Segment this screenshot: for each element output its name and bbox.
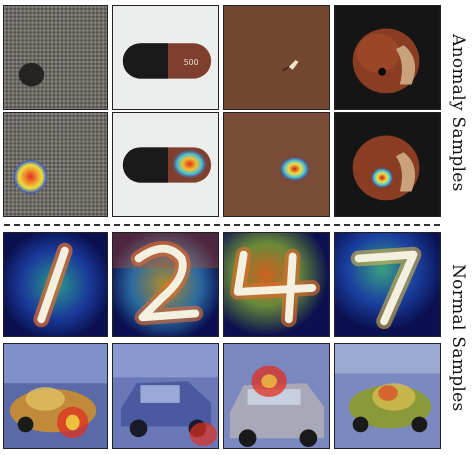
normal-car-4-heatmap: [334, 343, 441, 449]
normal-car-2-heatmap: [112, 343, 219, 449]
anomaly-hazelnut-original: [334, 5, 441, 110]
anomaly-hazelnut-heatmap: [334, 112, 441, 217]
anomaly-carpet-original: [3, 5, 108, 110]
normal-car-3-heatmap: [223, 343, 330, 449]
normal-digit-2-heatmap: [112, 232, 219, 337]
anomaly-leather-heatmap: [223, 112, 330, 217]
normal-digit-4-heatmap: [223, 232, 330, 337]
svg-text:500: 500: [184, 58, 199, 67]
normal-digit-7-heatmap: [334, 232, 441, 337]
anomaly-capsule-heatmap: [112, 112, 219, 217]
normal-digit-1-heatmap: [3, 232, 108, 337]
anomaly-samples-label: Anomaly Samples: [448, 34, 468, 192]
anomaly-leather-original: [223, 5, 330, 110]
anomaly-carpet-heatmap: [3, 112, 108, 217]
anomaly-capsule-original: 500: [112, 5, 219, 110]
normal-car-1-heatmap: [3, 343, 108, 449]
section-divider: [4, 224, 440, 226]
normal-samples-label: Normal Samples: [448, 264, 468, 412]
